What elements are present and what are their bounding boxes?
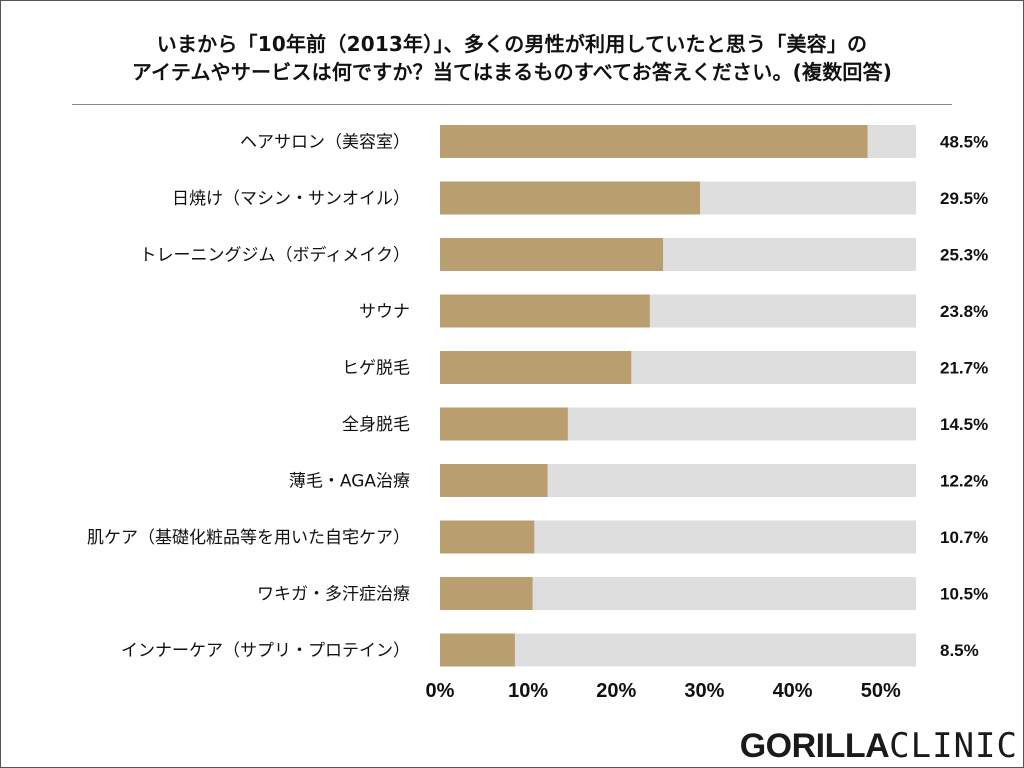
bar <box>440 181 701 215</box>
category-label: ワキガ・多汗症治療 <box>257 585 410 605</box>
bar <box>440 238 664 271</box>
value-label: 12.2% <box>940 472 988 491</box>
brand-logo: GORILLACLINIC <box>740 726 1018 766</box>
category-label: 全身脱毛 <box>342 415 410 435</box>
x-tick-label: 30% <box>684 680 724 702</box>
value-label: 25.3% <box>940 246 988 265</box>
value-label: 14.5% <box>940 415 988 434</box>
value-label: 48.5% <box>940 133 988 152</box>
category-label: 薄毛・AGA治療 <box>289 472 410 492</box>
bar-track <box>440 633 916 667</box>
category-label: インナーケア（サプリ・プロテイン） <box>121 641 410 661</box>
bar <box>440 577 533 610</box>
value-label: 10.5% <box>940 585 988 604</box>
x-tick-label: 40% <box>773 680 813 702</box>
chart-title-line-1: いまから「10年前（2013年）」、多くの男性が利用していたと思う「美容」の <box>156 32 868 56</box>
bar <box>440 464 548 497</box>
value-label: 10.7% <box>940 528 988 547</box>
bar <box>440 633 515 667</box>
category-label: サウナ <box>359 302 410 322</box>
bar <box>440 351 632 384</box>
bar <box>440 407 568 441</box>
value-label: 23.8% <box>940 302 988 321</box>
category-label: ヘアサロン（美容室） <box>240 133 410 153</box>
bar <box>440 520 535 554</box>
chart-title-line-2: アイテムやサービスは何ですか？当てはまるものすべてお答えください。(複数回答) <box>131 60 893 84</box>
bar <box>440 294 650 328</box>
value-label: 29.5% <box>940 189 988 208</box>
chart-title: いまから「10年前（2013年）」、多くの男性が利用していたと思う「美容」の ア… <box>0 30 1024 86</box>
category-label: トレーニングジム（ボディメイク） <box>140 245 410 266</box>
category-label: 日焼け（マシン・サンオイル） <box>172 189 410 209</box>
category-label: 肌ケア（基礎化粧品等を用いた自宅ケア） <box>87 528 410 548</box>
x-tick-label: 50% <box>861 680 901 702</box>
value-label: 21.7% <box>940 359 988 378</box>
x-tick-label: 20% <box>596 680 636 702</box>
value-label: 8.5% <box>940 641 979 660</box>
brand-logo-regular: CLINIC <box>889 726 1018 766</box>
x-tick-label: 10% <box>508 680 548 702</box>
bar <box>440 125 868 158</box>
category-label: ヒゲ脱毛 <box>342 359 410 379</box>
x-tick-label: 0% <box>426 680 455 702</box>
brand-logo-bold: GORILLA <box>739 727 890 765</box>
title-divider <box>72 104 952 105</box>
